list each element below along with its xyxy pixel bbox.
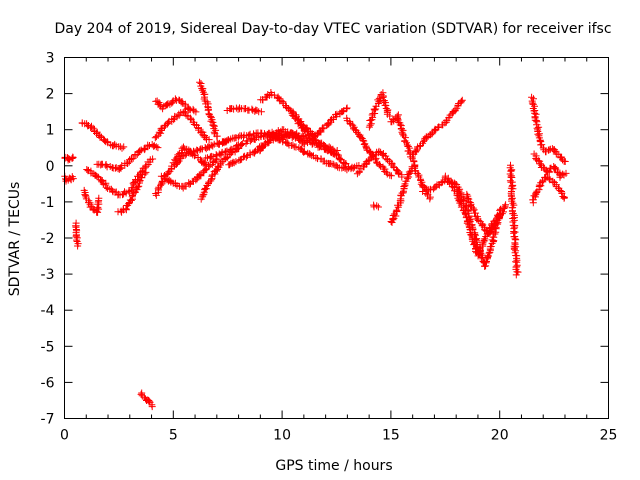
series-arc-27 [370, 201, 382, 211]
y-tick-label: 0 [46, 159, 55, 175]
series-arc-35 [528, 93, 569, 165]
series-arc-36 [529, 173, 568, 207]
data-point-markers [80, 186, 103, 216]
x-tick-label: 10 [273, 428, 291, 444]
y-tick-label: 2 [46, 87, 55, 103]
series-arc-07 [93, 141, 162, 173]
data-point-markers [152, 95, 200, 116]
data-point-markers [365, 89, 394, 131]
y-tick-label: -5 [41, 339, 55, 355]
x-tick-label: 15 [382, 428, 400, 444]
series-arc-05 [80, 186, 103, 216]
series-arc-09 [137, 389, 156, 411]
series-arc-14 [169, 143, 210, 169]
data-point-markers [157, 155, 220, 192]
series-arc-10 [152, 95, 200, 116]
x-tick-label: 0 [60, 428, 69, 444]
data-point-markers [256, 126, 309, 155]
data-point-markers [353, 147, 406, 181]
series-arc-15 [196, 78, 221, 140]
y-tick-label: 3 [46, 51, 55, 67]
series-arc-11 [151, 108, 213, 144]
y-tick-label: -3 [41, 267, 55, 283]
data-point-markers [343, 114, 395, 180]
data-point-markers [463, 190, 510, 238]
x-tick-label: 5 [169, 428, 178, 444]
series-arc-03 [72, 219, 82, 250]
data-point-markers [151, 108, 213, 144]
series-arc-34 [506, 161, 522, 279]
x-tick-label: 20 [491, 428, 509, 444]
series-arc-23 [289, 104, 351, 141]
data-point-markers [213, 129, 363, 174]
chart-title: Day 204 of 2019, Sidereal Day-to-day VTE… [54, 21, 611, 37]
y-tick-label: 1 [46, 123, 55, 139]
series-arc-29 [387, 163, 416, 226]
data-point-markers [196, 78, 221, 140]
data-point-markers [93, 141, 162, 173]
plot-frame [64, 57, 609, 419]
series-arc-08 [114, 168, 150, 216]
series-arc-24 [343, 114, 395, 180]
series-arc-33 [463, 190, 510, 238]
y-tick-label: -4 [41, 303, 55, 319]
series-arc-04 [78, 119, 128, 152]
data-point-markers [370, 201, 382, 211]
data-point-markers [78, 119, 128, 152]
data-point-markers [137, 389, 156, 411]
series-arc-13 [157, 155, 220, 192]
series-arc-19 [213, 129, 363, 174]
data-point-markers [289, 104, 351, 141]
data-point-markers [409, 96, 466, 158]
data-point-markers [387, 163, 416, 226]
data-point-markers [529, 173, 568, 207]
series-arc-37 [530, 150, 570, 181]
y-tick-label: -7 [41, 412, 55, 428]
series-arc-22 [256, 126, 309, 155]
y-tick-label: -6 [41, 375, 55, 391]
plot-marks [61, 78, 570, 411]
y-axis-label: SDTVAR / TECUs [7, 182, 23, 297]
x-axis-label: GPS time / hours [275, 458, 392, 474]
data-point-markers [223, 104, 265, 116]
series-arc-17 [223, 104, 265, 116]
data-point-markers [441, 172, 504, 260]
series-arc-30 [409, 96, 466, 158]
y-tick-label: -2 [41, 231, 55, 247]
y-tick-label: -1 [41, 195, 55, 211]
x-tick-label: 25 [600, 428, 618, 444]
data-point-markers [114, 168, 150, 216]
data-point-markers [530, 150, 570, 181]
series-arc-32 [441, 172, 504, 260]
series-arc-25 [353, 147, 406, 181]
series-arc-26 [365, 89, 394, 131]
data-point-markers [528, 93, 569, 165]
data-point-markers [169, 143, 210, 169]
data-point-markers [506, 161, 522, 279]
data-point-markers [72, 219, 82, 250]
